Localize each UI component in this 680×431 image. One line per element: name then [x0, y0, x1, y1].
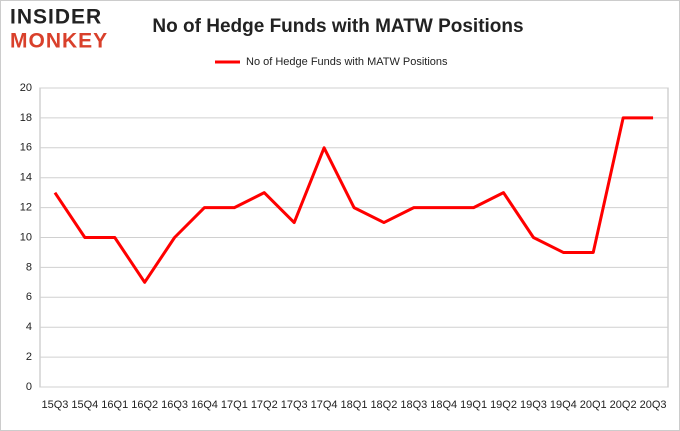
legend-label: No of Hedge Funds with MATW Positions	[246, 56, 448, 68]
chart-title: No of Hedge Funds with MATW Positions	[152, 16, 523, 37]
y-tick-label: 12	[20, 202, 32, 214]
y-tick-label: 0	[26, 381, 32, 393]
y-tick-label: 20	[20, 82, 32, 94]
y-tick-label: 16	[20, 142, 32, 154]
y-tick-label: 6	[26, 291, 32, 303]
x-tick-label: 19Q4	[550, 399, 577, 411]
x-tick-label: 18Q2	[370, 399, 397, 411]
x-tick-label: 18Q1	[341, 399, 368, 411]
x-tick-label: 16Q4	[191, 399, 218, 411]
x-tick-label: 18Q4	[430, 399, 457, 411]
x-tick-label: 15Q3	[41, 399, 68, 411]
x-tick-label: 16Q2	[131, 399, 158, 411]
x-tick-label: 19Q3	[520, 399, 547, 411]
x-tick-label: 16Q1	[101, 399, 128, 411]
x-tick-label: 17Q4	[311, 399, 338, 411]
x-tick-label: 15Q4	[71, 399, 98, 411]
x-tick-label: 16Q3	[161, 399, 188, 411]
y-tick-label: 4	[26, 321, 32, 333]
x-tick-label: 20Q2	[610, 399, 637, 411]
y-tick-label: 14	[20, 172, 32, 184]
x-tick-label: 19Q1	[460, 399, 487, 411]
x-tick-label: 17Q1	[221, 399, 248, 411]
y-tick-label: 10	[20, 231, 32, 243]
y-tick-label: 2	[26, 351, 32, 363]
x-tick-label: 20Q3	[640, 399, 667, 411]
x-tick-label: 19Q2	[490, 399, 517, 411]
x-tick-label: 17Q2	[251, 399, 278, 411]
logo-top: INSIDER	[10, 6, 102, 29]
data-line	[53, 116, 654, 284]
y-tick-label: 8	[26, 261, 32, 273]
y-tick-label: 18	[20, 112, 32, 124]
x-tick-label: 17Q3	[281, 399, 308, 411]
logo-bottom: MONKEY	[10, 30, 108, 53]
x-tick-label: 20Q1	[580, 399, 607, 411]
x-tick-label: 18Q3	[400, 399, 427, 411]
